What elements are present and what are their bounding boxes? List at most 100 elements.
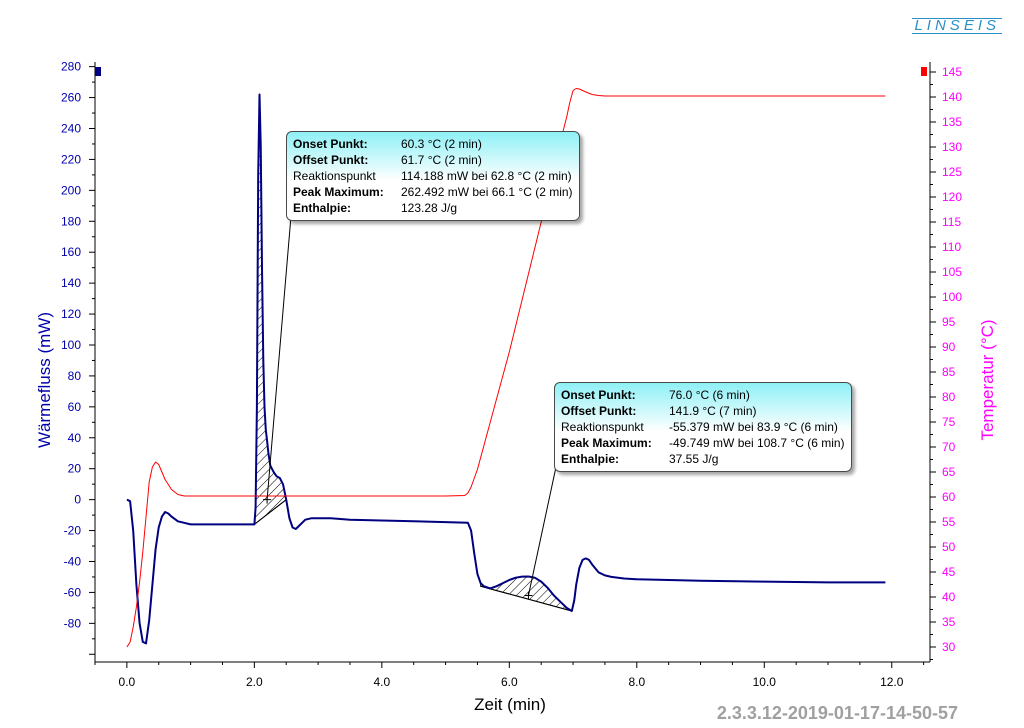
annotation-value: 60.3 °C (2 min): [401, 137, 482, 151]
y2-tick-label: 50: [942, 540, 956, 554]
y1-tick-label: 100: [61, 338, 81, 352]
y1-tick-label: -60: [64, 585, 82, 599]
peak-baseline-1: [254, 499, 287, 525]
axes: 0.0 2.0 4.0 6.0 8.0 10.0 12.0 -80 -60 -40 -20 0 20 40…: [61, 60, 962, 689]
annotation-row: Peak Maximum: -49.749 mW bei 108.7 °C (6 …: [561, 435, 845, 451]
annotation-value: 114.188 mW bei 62.8 °C (2 min): [401, 169, 572, 183]
y1-tick-label: 260: [61, 91, 81, 105]
y2-tick-label: 90: [942, 340, 956, 354]
y2-tick-label: 75: [942, 415, 956, 429]
x-tick-label: 0.0: [119, 675, 136, 689]
annotation-value: 76.0 °C (6 min): [669, 388, 750, 402]
y2-tick-label: 105: [942, 265, 962, 279]
linseis-logo: LINSEIS: [912, 17, 1002, 34]
peak-area-2: [480, 575, 573, 612]
annotation-label: Onset Punkt:: [561, 388, 636, 402]
x-tick-label: 4.0: [373, 675, 390, 689]
leader-line-2: [527, 466, 557, 596]
annotation-label: Offset Punkt:: [293, 153, 369, 167]
y2-tick-label: 60: [942, 490, 956, 504]
annotation-leaders: [266, 215, 557, 596]
x-tick-label: 8.0: [628, 675, 645, 689]
y2-tick-label: 110: [942, 240, 961, 254]
annotation-row: Enthalpie: 37.55 J/g: [561, 451, 845, 467]
y2-tick-label: 45: [942, 565, 956, 579]
y2-tick-label: 100: [942, 290, 962, 304]
y2-tick-label: 130: [942, 140, 962, 154]
y1-tick-label: 140: [61, 276, 81, 290]
y2-tick-label: 30: [942, 640, 956, 654]
peak-annotation-1: Onset Punkt: 60.3 °C (2 min) Offset Punkt:…: [286, 131, 580, 221]
y2-tick-label: 95: [942, 315, 956, 329]
annotation-value: 262.492 mW bei 66.1 °C (2 min): [401, 185, 573, 199]
annotation-row: Onset Punkt: 76.0 °C (6 min): [561, 387, 845, 403]
y2-tick-label: 80: [942, 390, 956, 404]
y1-tick-label: 0: [74, 493, 81, 507]
annotation-value: -49.749 mW bei 108.7 °C (6 min): [669, 436, 845, 450]
annotation-label: Reaktionspunkt: [561, 420, 644, 434]
annotation-label: Peak Maximum:: [293, 185, 384, 199]
y2-axis-marker: [921, 67, 927, 76]
y1-tick-label: 60: [68, 400, 82, 414]
y1-tick-label: 280: [61, 60, 81, 74]
annotation-row: Offset Punkt: 141.9 °C (7 min): [561, 403, 845, 419]
x-tick-label: 6.0: [501, 675, 518, 689]
annotation-row: Offset Punkt: 61.7 °C (2 min): [293, 152, 573, 168]
y1-tick-label: 200: [61, 183, 81, 197]
y2-tick-label: 55: [942, 515, 956, 529]
heatflow-line: [126, 93, 886, 645]
annotation-label: Enthalpie:: [293, 201, 352, 215]
annotation-label: Reaktionspunkt: [293, 169, 376, 183]
annotation-row: Onset Punkt: 60.3 °C (2 min): [293, 136, 573, 152]
x-tick-label: 2.0: [246, 675, 263, 689]
annotation-value: 141.9 °C (7 min): [669, 404, 757, 418]
y1-axis-marker: [95, 67, 101, 76]
leader-line-1: [266, 215, 292, 500]
y2-tick-label: 85: [942, 365, 956, 379]
y-axis-label: Wärmefluss (mW): [35, 312, 54, 448]
annotation-row: Peak Maximum: 262.492 mW bei 66.1 °C (2 m…: [293, 184, 573, 200]
annotation-value: 123.28 J/g: [401, 201, 458, 215]
y1-tick-label: 120: [61, 307, 81, 321]
y2-tick-label: 70: [942, 440, 956, 454]
y1-tick-label: -20: [64, 524, 82, 538]
y2-tick-label: 65: [942, 465, 956, 479]
y1-tick-label: 40: [68, 431, 82, 445]
y1-tick-label: -40: [64, 554, 82, 568]
y1-tick-label: 160: [61, 245, 81, 259]
peak-baseline-2: [480, 585, 572, 612]
annotation-value: 61.7 °C (2 min): [401, 153, 482, 167]
annotation-value: -55.379 mW bei 83.9 °C (6 min): [669, 420, 838, 434]
annotation-label: Peak Maximum:: [561, 436, 652, 450]
x-axis-label: Zeit (min): [474, 695, 546, 714]
annotation-label: Enthalpie:: [561, 452, 620, 466]
y2-tick-label: 120: [942, 190, 962, 204]
x-tick-label: 12.0: [880, 675, 904, 689]
temperature-line: [126, 88, 886, 648]
peak-annotation-2: Onset Punkt: 76.0 °C (6 min) Offset Punkt:…: [554, 382, 852, 472]
y2-tick-label: 35: [942, 615, 956, 629]
measurement-id: 2.3.3.12-2019-01-17-14-50-57: [716, 703, 958, 723]
y2-axis-label: Temperatur (°C): [978, 319, 997, 440]
y1-tick-label: 240: [61, 121, 81, 135]
y1-tick-label: 220: [61, 152, 81, 166]
annotation-label: Offset Punkt:: [561, 404, 637, 418]
annotation-label: Onset Punkt:: [293, 137, 368, 151]
y2-tick-label: 125: [942, 165, 962, 179]
y1-tick-label: 80: [68, 369, 82, 383]
x-tick-label: 10.0: [753, 675, 777, 689]
y2-tick-label: 140: [942, 90, 962, 104]
y1-tick-label: -80: [64, 616, 82, 630]
y2-tick-label: 115: [942, 215, 961, 229]
annotation-row: Enthalpie: 123.28 J/g: [293, 200, 573, 216]
y2-tick-label: 135: [942, 115, 962, 129]
y1-tick-label: 20: [68, 462, 82, 476]
annotation-row: Reaktionspunkt -55.379 mW bei 83.9 °C (6 …: [561, 419, 845, 435]
annotation-row: Reaktionspunkt 114.188 mW bei 62.8 °C (2 …: [293, 168, 573, 184]
series: [126, 88, 886, 648]
y1-tick-label: 180: [61, 214, 81, 228]
annotation-value: 37.55 J/g: [669, 452, 719, 466]
y2-tick-label: 145: [942, 65, 962, 79]
y2-tick-label: 40: [942, 590, 956, 604]
